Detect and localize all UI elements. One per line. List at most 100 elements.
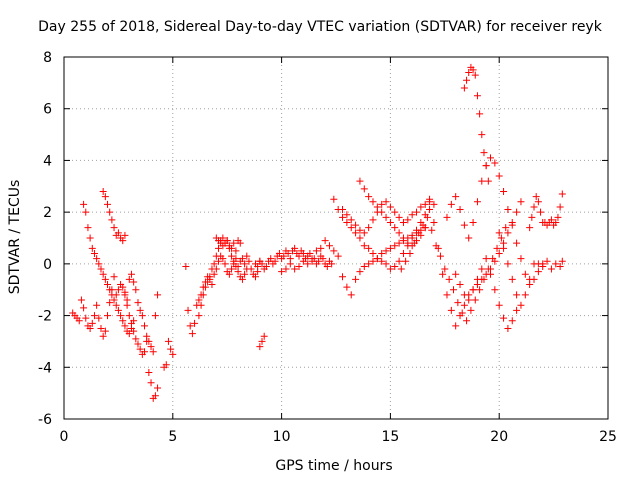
- data-point: [182, 262, 190, 270]
- data-point: [395, 257, 403, 265]
- data-point: [145, 368, 153, 376]
- data-point: [443, 213, 451, 221]
- data-point: [369, 216, 377, 224]
- data-point: [476, 110, 484, 118]
- data-point: [317, 244, 325, 252]
- data-point: [75, 317, 83, 325]
- data-point: [119, 283, 127, 291]
- data-point: [465, 234, 473, 242]
- data-point: [395, 229, 403, 237]
- data-point: [130, 327, 138, 335]
- data-point: [77, 296, 85, 304]
- data-point: [82, 314, 90, 322]
- data-point: [452, 193, 460, 201]
- data-point: [495, 229, 503, 237]
- data-point: [408, 211, 416, 219]
- data-point: [447, 200, 455, 208]
- data-point: [463, 317, 471, 325]
- data-point: [106, 286, 114, 294]
- data-point: [386, 244, 394, 252]
- data-point: [141, 322, 149, 330]
- series-segment-8: [160, 361, 170, 371]
- data-point: [365, 193, 373, 201]
- data-point: [478, 265, 486, 273]
- data-point: [258, 260, 266, 268]
- x-tick-label: 25: [599, 429, 617, 445]
- data-point: [125, 275, 133, 283]
- data-point: [352, 229, 360, 237]
- data-point: [399, 234, 407, 242]
- data-point: [286, 260, 294, 268]
- data-point: [508, 317, 516, 325]
- data-point: [167, 345, 175, 353]
- data-point: [112, 291, 120, 299]
- data-point: [243, 252, 251, 260]
- data-point: [114, 286, 122, 294]
- data-point: [352, 221, 360, 229]
- data-point: [104, 281, 112, 289]
- data-point: [482, 162, 490, 170]
- data-point: [112, 301, 120, 309]
- data-point: [526, 224, 534, 232]
- data-point: [534, 268, 542, 276]
- data-point: [491, 286, 499, 294]
- data-point: [473, 198, 481, 206]
- data-point: [360, 262, 368, 270]
- data-point: [299, 257, 307, 265]
- data-point: [95, 260, 103, 268]
- data-point: [421, 200, 429, 208]
- axes: 0 5 10 15 20 25 -6 -4 -2 0 2 4 6 8: [38, 50, 617, 445]
- data-point: [343, 218, 351, 226]
- data-point: [452, 270, 460, 278]
- data-point: [471, 71, 479, 79]
- series-segment-26: [534, 257, 566, 273]
- data-point: [460, 291, 468, 299]
- data-point: [397, 265, 405, 273]
- data-point: [188, 330, 196, 338]
- y-tick-label: 0: [43, 257, 52, 273]
- data-point: [439, 270, 447, 278]
- data-point: [84, 224, 92, 232]
- data-point: [423, 213, 431, 221]
- data-point: [321, 237, 329, 245]
- data-point: [497, 234, 505, 242]
- data-point: [101, 193, 109, 201]
- data-point: [441, 265, 449, 273]
- data-point: [323, 262, 331, 270]
- data-point: [339, 273, 347, 281]
- data-point: [456, 281, 464, 289]
- data-point: [93, 301, 101, 309]
- data-point: [356, 226, 364, 234]
- data-point: [539, 262, 547, 270]
- data-point: [93, 255, 101, 263]
- data-point: [110, 273, 118, 281]
- data-point: [521, 270, 529, 278]
- series-segment-13: [256, 332, 268, 351]
- data-point: [465, 296, 473, 304]
- data-point: [513, 239, 521, 247]
- data-point: [101, 275, 109, 283]
- data-point: [134, 299, 142, 307]
- data-point: [382, 213, 390, 221]
- data-point: [426, 206, 434, 214]
- data-point: [319, 255, 327, 263]
- data-point: [219, 255, 227, 263]
- data-point: [154, 384, 162, 392]
- data-point: [125, 330, 133, 338]
- data-point: [114, 306, 122, 314]
- data-point: [169, 350, 177, 358]
- data-point: [110, 296, 118, 304]
- data-point: [151, 392, 159, 400]
- data-point: [404, 239, 412, 247]
- data-point: [513, 306, 521, 314]
- y-tick-label: 4: [43, 153, 52, 169]
- data-point: [306, 250, 314, 258]
- data-point: [382, 198, 390, 206]
- data-point: [108, 216, 116, 224]
- series-segment-9: [164, 337, 177, 358]
- data-point: [480, 149, 488, 157]
- plot-frame: [63, 56, 609, 420]
- data-point: [373, 255, 381, 263]
- data-point: [530, 203, 538, 211]
- data-point: [399, 250, 407, 258]
